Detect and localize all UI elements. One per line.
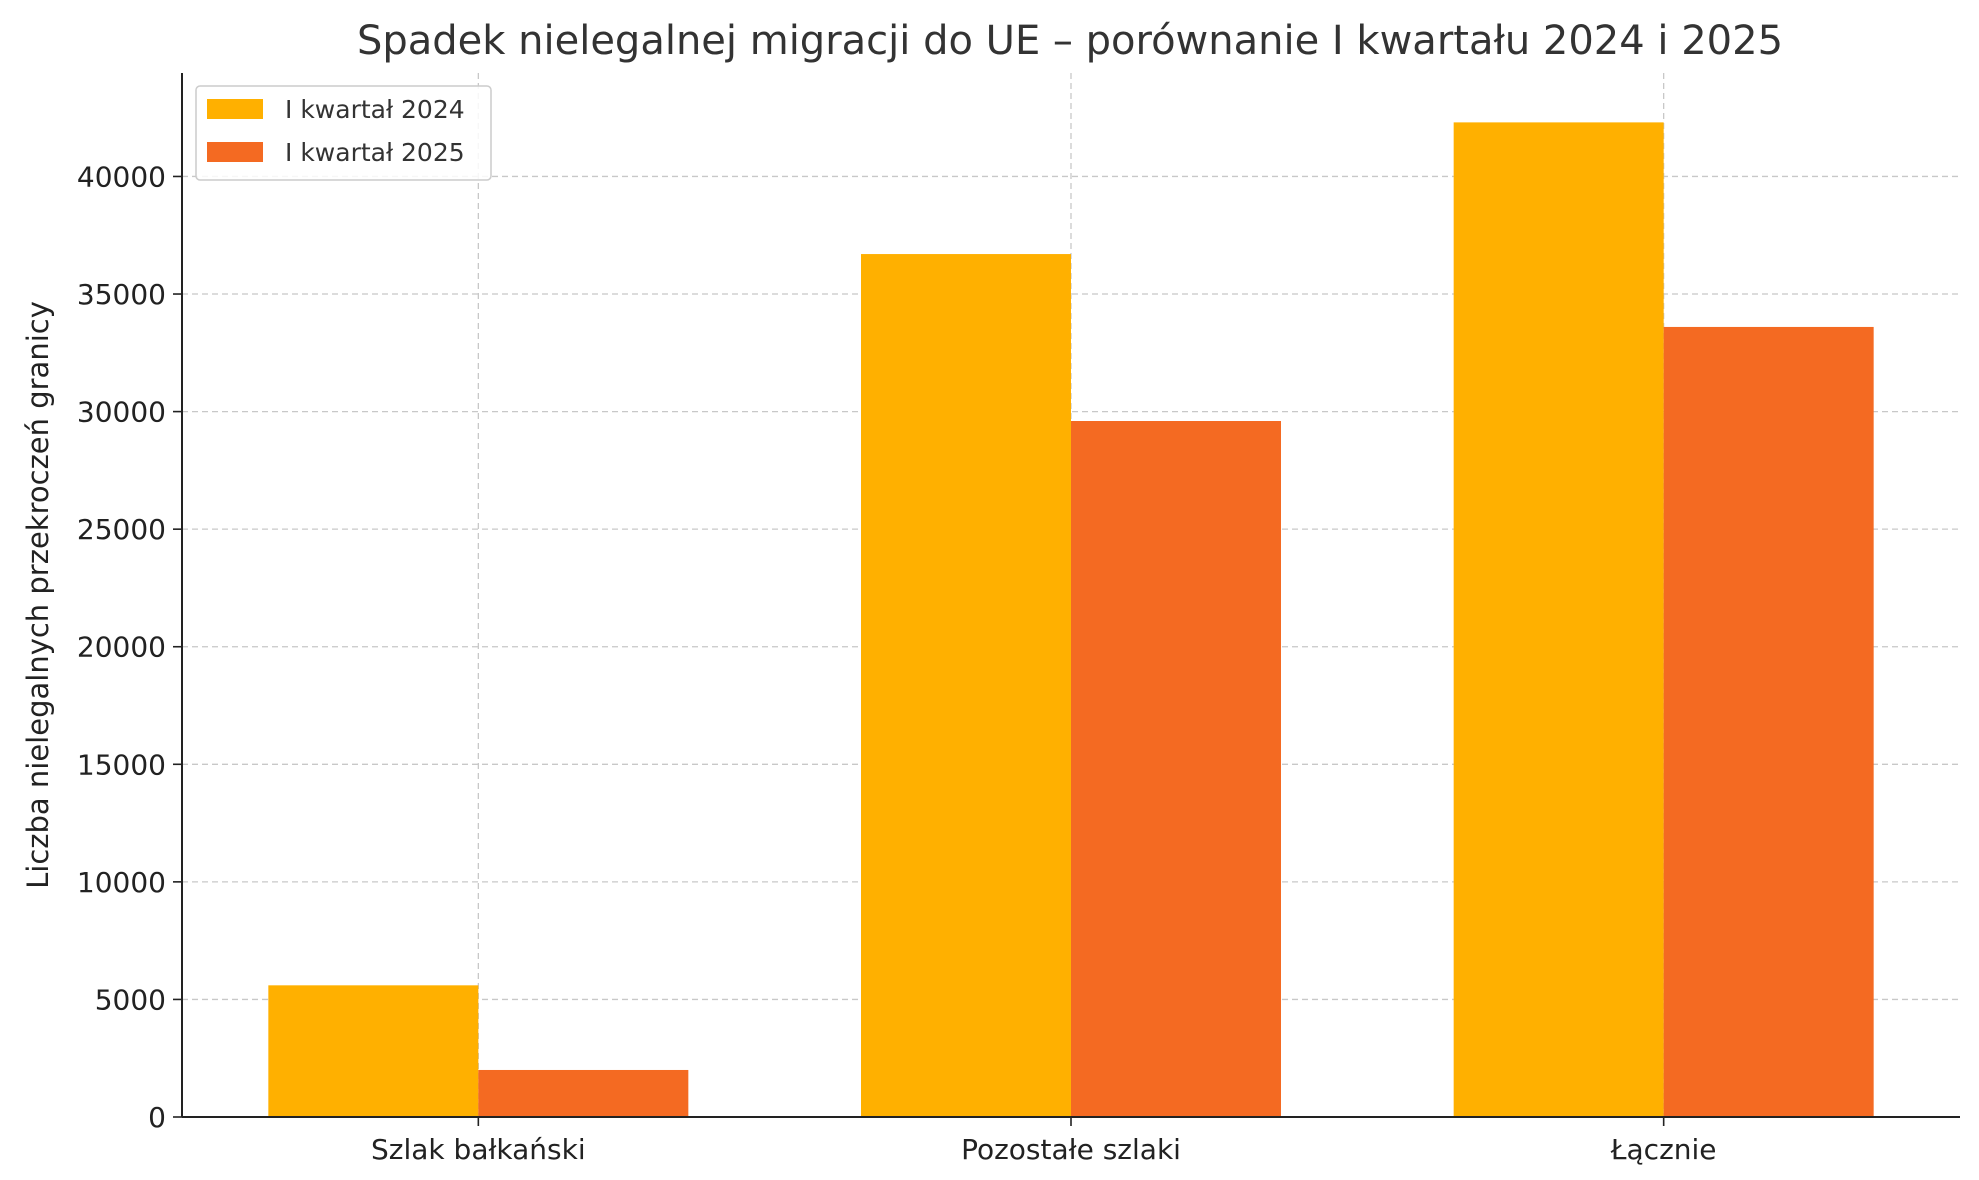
y-tick-label-0: 0	[148, 1101, 166, 1134]
bar-2024-2	[1453, 122, 1664, 1118]
legend-swatch-2025	[207, 142, 263, 162]
tick-labels: 0 5000 10000 15000 20000 25000 30000 35000 40000…	[77, 160, 1717, 1166]
legend: I kwartał 2024 I kwartał 2025	[195, 85, 492, 181]
bars	[268, 122, 1874, 1118]
legend-box	[195, 85, 492, 181]
y-tick-label-4: 20000	[77, 631, 166, 664]
axes	[173, 73, 1960, 1126]
bar-2025-1	[1071, 421, 1281, 1117]
x-tick-label-0: Szlak bałkański	[371, 1133, 586, 1166]
legend-label-2024: I kwartał 2024	[285, 95, 465, 124]
y-tick-label-3: 15000	[77, 748, 166, 781]
y-tick-label-7: 35000	[77, 278, 166, 311]
y-tick-label-1: 5000	[95, 983, 166, 1016]
legend-swatch-2024	[207, 99, 263, 119]
x-tick-label-2: Łącznie	[1610, 1133, 1717, 1166]
bar-2025-2	[1663, 326, 1874, 1118]
legend-label-2025: I kwartał 2025	[285, 138, 465, 167]
y-tick-label-6: 30000	[77, 396, 166, 429]
bar-2024-0	[268, 985, 479, 1117]
chart-title: Spadek nielegalnej migracji do UE – poró…	[357, 18, 1783, 64]
y-tick-label-8: 40000	[77, 160, 166, 193]
x-tick-label-1: Pozostałe szlaki	[961, 1133, 1181, 1166]
bar-2025-0	[478, 1069, 689, 1117]
y-tick-label-2: 10000	[77, 866, 166, 899]
y-tick-label-5: 25000	[77, 513, 166, 546]
y-axis-label: Liczba nielegalnych przekroczeń granicy	[21, 301, 55, 889]
bar-2024-1	[861, 254, 1071, 1117]
